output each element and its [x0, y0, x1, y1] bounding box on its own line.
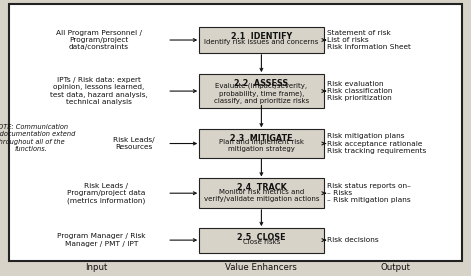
Text: Monitor risk metrics and
verify/validate mitigation actions: Monitor risk metrics and verify/validate… — [203, 189, 319, 202]
FancyBboxPatch shape — [199, 129, 324, 158]
FancyBboxPatch shape — [199, 228, 324, 253]
Text: Risk status reports on–
– Risks
– Risk mitigation plans: Risk status reports on– – Risks – Risk m… — [327, 183, 411, 203]
Text: Risk evaluation
Risk classification
Risk prioritization: Risk evaluation Risk classification Risk… — [327, 81, 393, 101]
Text: Output: Output — [381, 263, 411, 272]
Text: Statement of risk
List of risks
Risk Information Sheet: Statement of risk List of risks Risk Inf… — [327, 30, 411, 50]
Text: All Program Personnel /
Program/project
data/constraints: All Program Personnel / Program/project … — [56, 30, 142, 50]
Text: Risk mitigation plans
Risk acceptance rationale
Risk tracking requirements: Risk mitigation plans Risk acceptance ra… — [327, 133, 427, 154]
Text: Risk Leads /
Program/project data
(metrics information): Risk Leads / Program/project data (metri… — [67, 183, 145, 204]
Text: Input: Input — [85, 263, 108, 272]
Text: 2.3  MITIGATE: 2.3 MITIGATE — [230, 134, 292, 143]
Text: Program Manager / Risk
Manager / PMT / IPT: Program Manager / Risk Manager / PMT / I… — [57, 233, 146, 247]
Text: IPTs / Risk data: expert
opinion, lessons learned,
test data, hazard analysis,
t: IPTs / Risk data: expert opinion, lesson… — [50, 77, 148, 105]
Text: Evaluate (impact/severity,
probability, time frame),
classify, and prioritize ri: Evaluate (impact/severity, probability, … — [214, 83, 309, 104]
Text: 2.1  IDENTIFY: 2.1 IDENTIFY — [231, 32, 292, 41]
Text: Plan and implement risk
mitigation strategy: Plan and implement risk mitigation strat… — [219, 139, 304, 152]
FancyBboxPatch shape — [199, 74, 324, 108]
Text: Close risks: Close risks — [243, 239, 280, 245]
Text: Risk Leads/
Resources: Risk Leads/ Resources — [114, 137, 155, 150]
Text: Risk decisions: Risk decisions — [327, 237, 379, 243]
Text: 2.5  CLOSE: 2.5 CLOSE — [237, 233, 285, 242]
Text: 2.2  ASSESS: 2.2 ASSESS — [234, 79, 289, 88]
FancyBboxPatch shape — [9, 4, 462, 261]
Text: Identify risk issues and concerns: Identify risk issues and concerns — [204, 39, 318, 45]
Text: NOTE: Communication
and documentation extend
throughout all of the
functions.: NOTE: Communication and documentation ex… — [0, 124, 76, 152]
FancyBboxPatch shape — [199, 178, 324, 208]
Text: Value Enhancers: Value Enhancers — [226, 263, 297, 272]
FancyBboxPatch shape — [199, 27, 324, 53]
Text: 2.4  TRACK: 2.4 TRACK — [236, 183, 286, 192]
